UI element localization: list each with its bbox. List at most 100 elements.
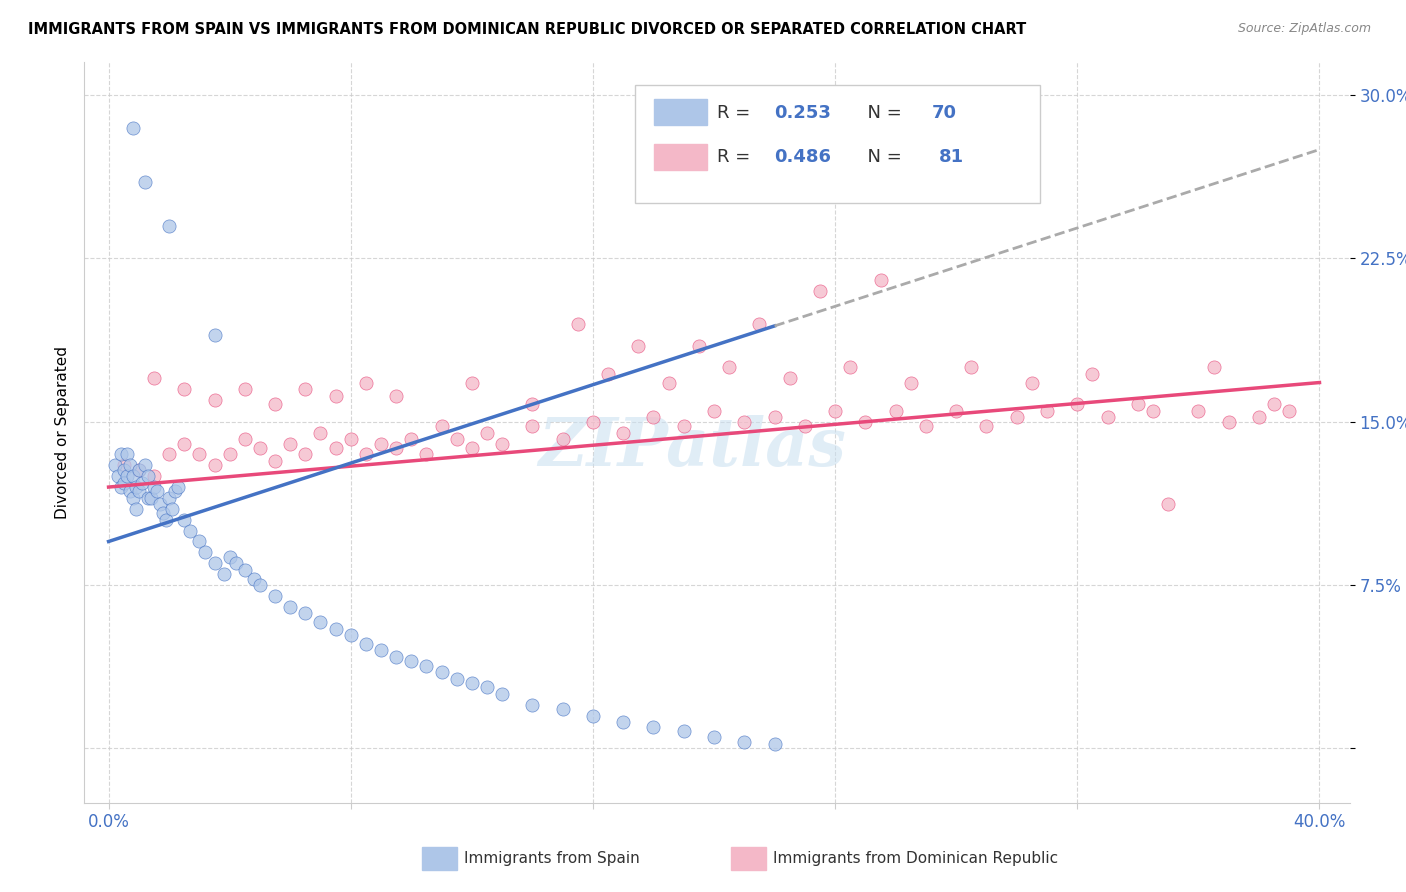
Point bbox=[1005, 410, 1028, 425]
Text: 0.253: 0.253 bbox=[775, 103, 831, 122]
Point bbox=[115, 469, 138, 483]
Point bbox=[643, 410, 665, 425]
Point bbox=[118, 484, 141, 499]
Point bbox=[733, 415, 755, 429]
Point bbox=[249, 441, 271, 455]
Point bbox=[522, 698, 544, 712]
Point bbox=[143, 480, 166, 494]
Point bbox=[146, 484, 169, 499]
Point bbox=[167, 480, 190, 494]
Point bbox=[1247, 410, 1270, 425]
Point bbox=[309, 615, 332, 629]
Text: IMMIGRANTS FROM SPAIN VS IMMIGRANTS FROM DOMINICAN REPUBLIC DIVORCED OR SEPARATE: IMMIGRANTS FROM SPAIN VS IMMIGRANTS FROM… bbox=[28, 22, 1026, 37]
Point bbox=[401, 654, 423, 668]
Point bbox=[1081, 367, 1104, 381]
Point bbox=[808, 284, 831, 298]
Point bbox=[339, 628, 361, 642]
Point bbox=[688, 338, 710, 352]
Point bbox=[155, 513, 177, 527]
Point bbox=[945, 404, 967, 418]
Point bbox=[112, 458, 135, 473]
Point bbox=[1097, 410, 1119, 425]
Point bbox=[1157, 498, 1180, 512]
Bar bbox=[654, 144, 707, 169]
Text: Immigrants from Spain: Immigrants from Spain bbox=[464, 852, 640, 866]
Point bbox=[551, 702, 574, 716]
Point bbox=[264, 589, 287, 603]
Point bbox=[339, 432, 361, 446]
Point bbox=[763, 410, 786, 425]
Point bbox=[703, 731, 725, 745]
Point bbox=[233, 432, 256, 446]
Text: R =: R = bbox=[717, 148, 756, 166]
FancyBboxPatch shape bbox=[636, 85, 1040, 203]
Point bbox=[325, 622, 347, 636]
Point bbox=[354, 447, 377, 461]
Point bbox=[125, 501, 148, 516]
Point bbox=[173, 513, 195, 527]
Point bbox=[763, 737, 786, 751]
Text: 70: 70 bbox=[932, 103, 957, 122]
Point bbox=[294, 447, 316, 461]
Text: Immigrants from Dominican Republic: Immigrants from Dominican Republic bbox=[773, 852, 1059, 866]
Point bbox=[121, 491, 143, 505]
Point bbox=[121, 120, 143, 135]
Point bbox=[134, 175, 156, 189]
Point bbox=[1142, 404, 1164, 418]
Point bbox=[139, 491, 162, 505]
Point bbox=[430, 665, 453, 680]
Point bbox=[430, 419, 453, 434]
Point bbox=[1278, 404, 1301, 418]
Point bbox=[370, 643, 392, 657]
Point bbox=[136, 491, 159, 505]
Point bbox=[401, 432, 423, 446]
Point bbox=[157, 491, 180, 505]
Point bbox=[900, 376, 922, 390]
Point bbox=[157, 447, 180, 461]
Point bbox=[264, 397, 287, 411]
Point bbox=[173, 382, 195, 396]
Point bbox=[385, 649, 408, 664]
Point bbox=[325, 389, 347, 403]
Point bbox=[385, 441, 408, 455]
Point bbox=[475, 425, 498, 440]
Point bbox=[264, 454, 287, 468]
Point bbox=[188, 447, 211, 461]
Point bbox=[225, 556, 247, 570]
Point bbox=[718, 360, 741, 375]
Point bbox=[672, 419, 695, 434]
Point bbox=[188, 534, 211, 549]
Point bbox=[612, 715, 634, 730]
Point bbox=[643, 720, 665, 734]
Point bbox=[461, 676, 484, 690]
Point bbox=[491, 436, 513, 450]
Point bbox=[1202, 360, 1225, 375]
Point bbox=[658, 376, 681, 390]
Point bbox=[157, 219, 180, 233]
Point bbox=[976, 419, 998, 434]
Point bbox=[385, 389, 408, 403]
Point bbox=[446, 432, 468, 446]
Point bbox=[165, 484, 187, 499]
Point bbox=[1066, 397, 1088, 411]
Point bbox=[143, 371, 166, 385]
Point bbox=[1036, 404, 1059, 418]
Point bbox=[173, 436, 195, 450]
Point bbox=[370, 436, 392, 450]
Point bbox=[233, 563, 256, 577]
Text: R =: R = bbox=[717, 103, 756, 122]
Point bbox=[522, 397, 544, 411]
Point bbox=[748, 317, 770, 331]
Point bbox=[131, 475, 153, 490]
Point bbox=[446, 672, 468, 686]
Point bbox=[149, 498, 172, 512]
Point bbox=[824, 404, 846, 418]
Point bbox=[218, 447, 240, 461]
Point bbox=[218, 549, 240, 564]
Point bbox=[582, 415, 605, 429]
Point bbox=[415, 447, 437, 461]
Point bbox=[243, 572, 266, 586]
Text: ZIPatlas: ZIPatlas bbox=[538, 415, 845, 480]
Point bbox=[104, 458, 127, 473]
Point bbox=[354, 376, 377, 390]
